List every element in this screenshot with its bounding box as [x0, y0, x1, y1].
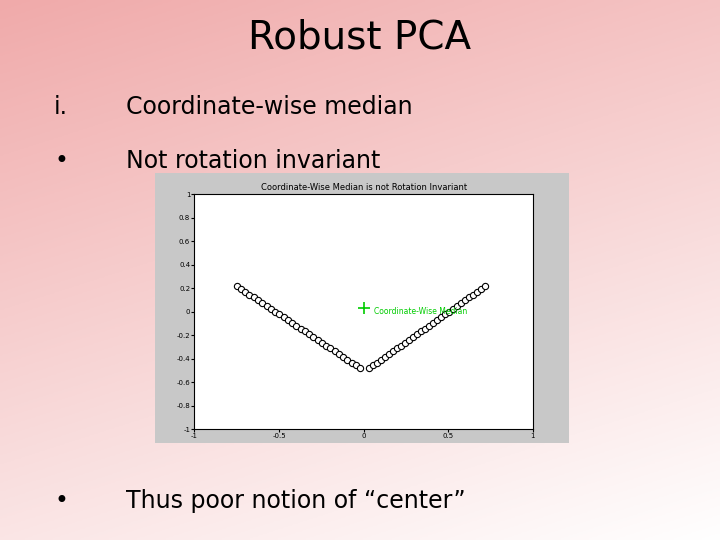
- Text: Not rotation invariant: Not rotation invariant: [126, 148, 380, 172]
- Text: Coordinate-wise median: Coordinate-wise median: [126, 94, 413, 118]
- Title: Coordinate-Wise Median is not Rotation Invariant: Coordinate-Wise Median is not Rotation I…: [261, 183, 467, 192]
- Text: •: •: [54, 148, 68, 172]
- Text: •: •: [54, 489, 68, 512]
- Text: Robust PCA: Robust PCA: [248, 19, 472, 57]
- Text: i.: i.: [54, 94, 68, 118]
- Text: Thus poor notion of “center”: Thus poor notion of “center”: [126, 489, 466, 512]
- Text: Coordinate-Wise Median: Coordinate-Wise Median: [374, 307, 467, 316]
